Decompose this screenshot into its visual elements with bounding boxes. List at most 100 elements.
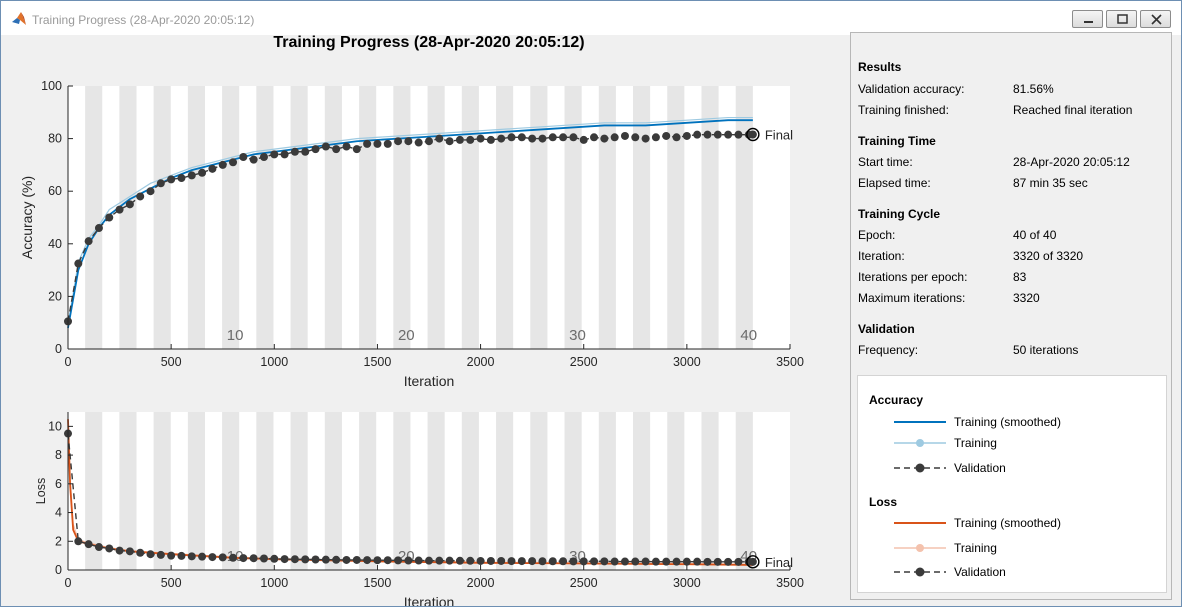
accuracy-validation-point bbox=[672, 133, 681, 142]
loss-validation-point bbox=[713, 557, 722, 566]
accuracy-x-tick-label: 1500 bbox=[364, 355, 392, 369]
accuracy-validation-point bbox=[383, 139, 392, 148]
legend-accuracy-training-label: Training bbox=[954, 436, 997, 450]
loss-validation-point bbox=[559, 557, 568, 566]
accuracy-training-line bbox=[67, 116, 753, 326]
accuracy-validation-point bbox=[218, 160, 227, 169]
accuracy-epoch-band bbox=[701, 86, 719, 349]
loss-validation-point bbox=[125, 547, 134, 556]
accuracy-epoch-band bbox=[153, 86, 171, 349]
results-heading: Results bbox=[858, 60, 902, 74]
loss-validation-point bbox=[590, 557, 599, 566]
training-cycle-heading: Training Cycle bbox=[858, 207, 941, 221]
elapsed-time-label: Elapsed time: bbox=[858, 176, 931, 190]
loss-validation-point bbox=[84, 540, 93, 549]
iterations-per-epoch-value: 83 bbox=[1013, 270, 1027, 284]
accuracy-validation-point bbox=[414, 138, 423, 147]
accuracy-epoch-band bbox=[496, 86, 514, 349]
accuracy-validation-point bbox=[373, 139, 382, 148]
accuracy-validation-point bbox=[455, 135, 464, 144]
legend-loss-training-label: Training bbox=[954, 541, 997, 555]
legend-accuracy-title: Accuracy bbox=[869, 393, 924, 407]
loss-validation-point bbox=[748, 557, 757, 566]
accuracy-x-tick-label: 3000 bbox=[673, 355, 701, 369]
loss-epoch-band bbox=[427, 412, 445, 570]
loss-validation-point bbox=[146, 550, 155, 559]
minimize-button[interactable] bbox=[1072, 10, 1103, 28]
accuracy-validation-point bbox=[486, 135, 495, 144]
accuracy-validation-point bbox=[177, 174, 186, 183]
accuracy-epoch-band bbox=[85, 86, 103, 349]
accuracy-validation-point bbox=[435, 134, 444, 143]
loss-final-marker bbox=[746, 555, 760, 569]
accuracy-x-tick-label: 0 bbox=[65, 355, 72, 369]
accuracy-epoch-label: 30 bbox=[569, 327, 586, 344]
accuracy-validation-point bbox=[693, 130, 702, 139]
loss-epoch-band bbox=[359, 412, 377, 570]
loss-validation-point bbox=[538, 557, 547, 566]
loss-validation-point bbox=[517, 557, 526, 566]
loss-y-tick-label: 10 bbox=[48, 419, 62, 433]
accuracy-epoch-band bbox=[119, 86, 137, 349]
loss-validation-point bbox=[620, 557, 629, 566]
accuracy-epoch-band bbox=[461, 86, 479, 349]
accuracy-validation-point bbox=[187, 171, 196, 180]
title-bar[interactable]: Training Progress (28-Apr-2020 20:05:12) bbox=[1, 1, 1181, 35]
loss-epoch-band bbox=[119, 412, 137, 570]
loss-y-tick-label: 4 bbox=[55, 506, 62, 520]
loss-epoch-band bbox=[256, 412, 274, 570]
loss-validation-point bbox=[507, 557, 516, 566]
loss-validation-point bbox=[703, 557, 712, 566]
loss-validation-point bbox=[218, 553, 227, 562]
loss-validation-point bbox=[724, 557, 733, 566]
loss-y-tick-label: 6 bbox=[55, 477, 62, 491]
legend-accuracy-training-marker bbox=[894, 439, 946, 447]
training-time-heading: Training Time bbox=[858, 134, 936, 148]
loss-epoch-band bbox=[222, 412, 240, 570]
elapsed-time-value: 87 min 35 sec bbox=[1013, 176, 1088, 190]
accuracy-epoch-band bbox=[427, 86, 445, 349]
loss-validation-point bbox=[548, 557, 557, 566]
loss-y-tick-label: 8 bbox=[55, 448, 62, 462]
maximize-button[interactable] bbox=[1106, 10, 1137, 28]
accuracy-validation-point bbox=[651, 133, 660, 142]
loss-validation-point bbox=[249, 554, 258, 563]
legend-loss-smoothed-label: Training (smoothed) bbox=[954, 516, 1061, 530]
accuracy-validation-point bbox=[259, 153, 268, 162]
loss-validation-point bbox=[136, 548, 145, 557]
frequency-label: Frequency: bbox=[858, 343, 919, 357]
loss-validation-point bbox=[342, 555, 351, 564]
accuracy-validation-point bbox=[425, 137, 433, 146]
accuracy-validation-point bbox=[748, 130, 757, 139]
close-button[interactable] bbox=[1140, 10, 1171, 28]
loss-validation-point bbox=[290, 555, 299, 564]
minimize-icon bbox=[1084, 21, 1093, 23]
loss-validation-point bbox=[363, 556, 372, 565]
loss-validation-point bbox=[445, 556, 454, 565]
maximum-iterations-value: 3320 bbox=[1013, 291, 1040, 305]
accuracy-validation-point bbox=[125, 200, 134, 209]
loss-validation-point bbox=[115, 546, 124, 555]
loss-epoch-band bbox=[393, 412, 411, 570]
accuracy-x-tick-label: 500 bbox=[161, 355, 182, 369]
loss-epoch-band bbox=[598, 412, 616, 570]
accuracy-epoch-label: 20 bbox=[398, 327, 415, 344]
accuracy-validation-point bbox=[94, 224, 103, 233]
accuracy-y-tick-label: 100 bbox=[41, 79, 62, 93]
plot-legend: Accuracy Training (smoothed) Training Va… bbox=[857, 375, 1167, 593]
loss-validation-point bbox=[229, 553, 238, 562]
accuracy-validation-point bbox=[641, 134, 650, 143]
loss-validation-point bbox=[332, 555, 341, 564]
epoch-label: Epoch: bbox=[858, 228, 896, 242]
loss-validation-point bbox=[94, 543, 103, 552]
loss-x-tick-label: 1500 bbox=[364, 576, 392, 590]
accuracy-y-tick-label: 80 bbox=[48, 132, 62, 146]
loss-epoch-band bbox=[461, 412, 479, 570]
accuracy-validation-point bbox=[332, 145, 341, 154]
accuracy-validation-point bbox=[476, 134, 485, 143]
accuracy-validation-point bbox=[528, 134, 537, 143]
loss-x-tick-label: 3000 bbox=[673, 576, 701, 590]
loss-epoch-band bbox=[735, 412, 753, 570]
